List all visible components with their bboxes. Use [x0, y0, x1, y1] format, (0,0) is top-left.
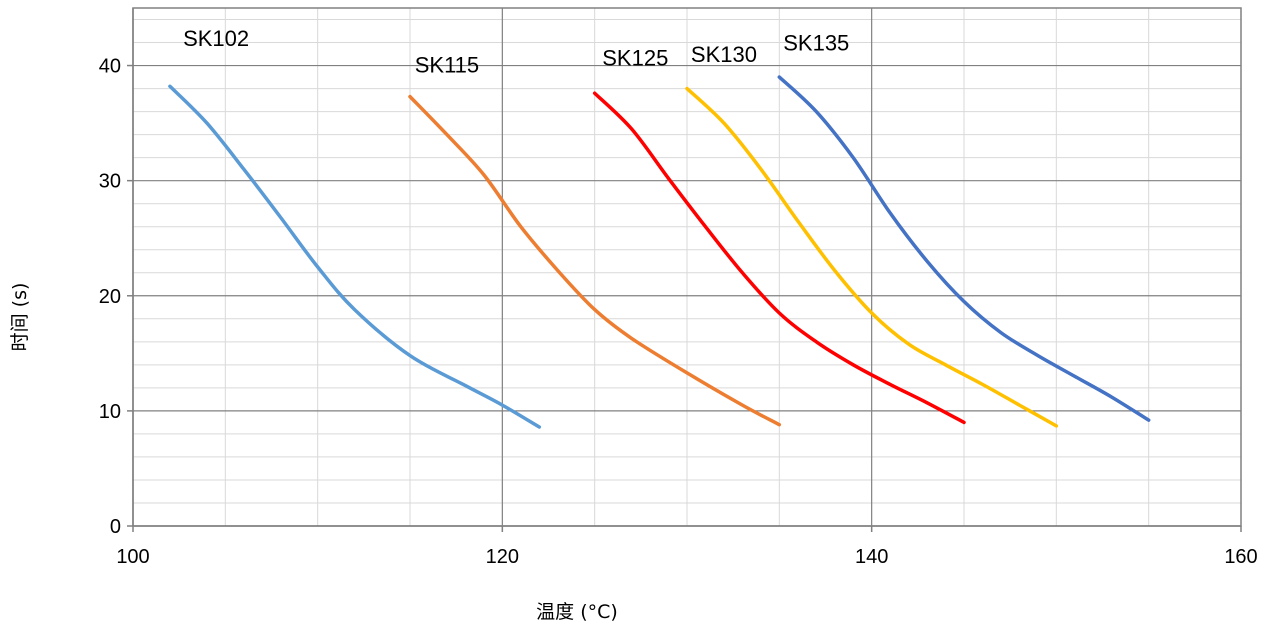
- series-lines: [168, 75, 1151, 429]
- y-tick-label: 20: [99, 286, 121, 308]
- series-line-sk115: [408, 94, 782, 427]
- y-tick-label: 10: [99, 401, 121, 423]
- series-line-sk130: [685, 86, 1059, 428]
- series-labels: SK102 SK115 SK125 SK130 SK135: [183, 26, 849, 77]
- x-tick-label: 140: [855, 546, 888, 568]
- x-tick-label: 160: [1224, 546, 1257, 568]
- y-axis-tick-labels: 0 10 20 30 40: [99, 56, 121, 538]
- series-label-sk115: SK115: [415, 52, 479, 77]
- y-tick-label: 30: [99, 171, 121, 193]
- major-gridlines: [133, 8, 1241, 526]
- series-label-sk125: SK125: [602, 46, 668, 71]
- minor-gridlines: [133, 8, 1241, 526]
- series-line-sk125: [592, 91, 966, 425]
- x-tick-label: 120: [486, 546, 519, 568]
- x-tick-label: 100: [116, 546, 149, 568]
- y-tick-label: 0: [110, 516, 121, 538]
- series-label-sk135: SK135: [783, 31, 849, 56]
- x-axis-tick-labels: 100 120 140 160: [116, 546, 1257, 568]
- axes: [127, 8, 1242, 532]
- series-label-sk102: SK102: [183, 26, 249, 51]
- series-line-sk102: [168, 84, 542, 429]
- series-line-sk135: [777, 75, 1151, 422]
- x-axis-title: 温度 (°C): [536, 601, 618, 623]
- y-axis-title: 时间 (s): [9, 283, 31, 352]
- series-label-sk130: SK130: [691, 42, 757, 67]
- y-tick-label: 40: [99, 56, 121, 78]
